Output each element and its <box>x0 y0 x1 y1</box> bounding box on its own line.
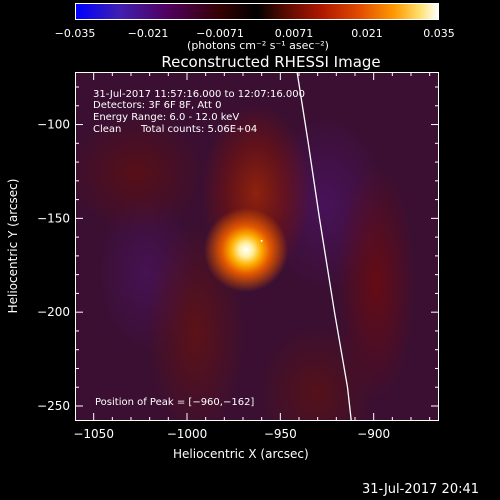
x-tick-label: −950 <box>264 427 297 441</box>
x-tick-label: −900 <box>357 427 390 441</box>
annotation-detectors: Detectors: 3F 6F 8F, Att 0 <box>93 100 222 111</box>
footer-timestamp: 31-Jul-2017 20:41 <box>362 482 480 497</box>
plot-area: 31-Jul-2017 11:57:16.000 to 12:07:16.000… <box>75 72 439 421</box>
colorbar-tick: 0.035 <box>423 27 455 40</box>
colorbar-units: (photons cm⁻² s⁻¹ asec⁻²) <box>187 39 329 52</box>
colorbar-tick: −0.0071 <box>196 27 244 40</box>
y-axis-label: Heliocentric Y (arcsec) <box>6 178 20 314</box>
heatmap-image <box>76 73 438 420</box>
y-tick-label: −150 <box>37 211 70 225</box>
annotation-peak-position: Position of Peak = [−960,−162] <box>95 397 255 408</box>
x-tick-label: −1050 <box>73 427 114 441</box>
colorbar <box>75 3 439 20</box>
x-tick-label: −1000 <box>167 427 208 441</box>
x-axis-label: Heliocentric X (arcsec) <box>173 447 309 461</box>
peak-point <box>260 239 263 242</box>
annotation-total-counts: Total counts: 5.06E+04 <box>141 124 258 135</box>
colorbar-tick: −0.035 <box>54 27 96 40</box>
y-tick-label: −250 <box>37 399 70 413</box>
annotation-energy: Energy Range: 6.0 - 12.0 keV <box>93 112 240 123</box>
annotation-clean: Clean <box>93 124 122 135</box>
y-tick-label: −200 <box>37 305 70 319</box>
plot-title: Reconstructed RHESSI Image <box>161 53 381 71</box>
colorbar-tick: −0.021 <box>127 27 169 40</box>
annotation-time-range: 31-Jul-2017 11:57:16.000 to 12:07:16.000 <box>93 89 305 100</box>
colorbar-tick: 0.0071 <box>274 27 314 40</box>
y-tick-label: −100 <box>37 118 70 132</box>
colorbar-tick: 0.021 <box>351 27 383 40</box>
solar-limb-curve <box>296 71 352 422</box>
